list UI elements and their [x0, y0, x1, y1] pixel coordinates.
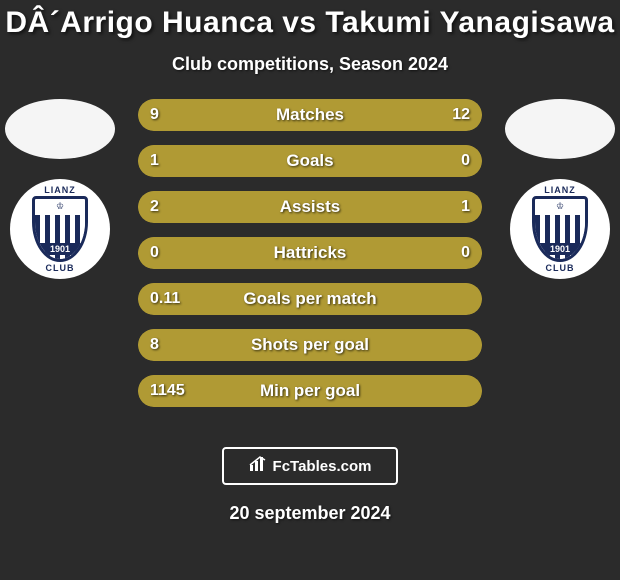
stat-row: Matches912: [138, 99, 482, 131]
stat-fill-left: [138, 191, 365, 223]
stat-row: Goals per match0.11: [138, 283, 482, 315]
stat-fill-left: [138, 375, 482, 407]
player-left-club-badge: LIANZ ♔ 1901 CLUB: [10, 179, 110, 279]
club-ring-bottom: CLUB: [546, 263, 575, 273]
chart-icon: [249, 456, 267, 476]
club-year: 1901: [35, 243, 85, 255]
player-right-column: LIANZ ♔ 1901 CLUB: [500, 99, 620, 279]
stat-row: Hattricks00: [138, 237, 482, 269]
club-year: 1901: [535, 243, 585, 255]
stat-row: Shots per goal8: [138, 329, 482, 361]
player-right-avatar: [505, 99, 615, 159]
stat-row: Goals10: [138, 145, 482, 177]
brand-text: FcTables.com: [273, 458, 372, 475]
brand-badge: FcTables.com: [222, 447, 398, 485]
stat-fill-left: [138, 237, 310, 269]
player-left-avatar: [5, 99, 115, 159]
stat-fill-left: [138, 329, 482, 361]
stat-fill-left: [138, 145, 406, 177]
stat-fill-right: [276, 99, 482, 131]
stat-fill-right: [406, 145, 482, 177]
footer-date: 20 september 2024: [0, 503, 620, 524]
club-ring-top: LIANZ: [44, 185, 76, 195]
club-shield: ♔ 1901: [32, 196, 88, 262]
player-right-club-badge: LIANZ ♔ 1901 CLUB: [510, 179, 610, 279]
content-area: LIANZ ♔ 1901 CLUB LIANZ ♔ 1901 CLUB: [0, 99, 620, 429]
stat-row: Min per goal1145: [138, 375, 482, 407]
stat-fill-left: [138, 99, 276, 131]
comparison-infographic: DÂ´Arrigo Huanca vs Takumi Yanagisawa Cl…: [0, 0, 620, 580]
player-left-column: LIANZ ♔ 1901 CLUB: [0, 99, 120, 279]
page-title: DÂ´Arrigo Huanca vs Takumi Yanagisawa: [0, 0, 620, 40]
club-ring-bottom: CLUB: [46, 263, 75, 273]
club-ring-top: LIANZ: [544, 185, 576, 195]
club-shield: ♔ 1901: [532, 196, 588, 262]
stat-row: Assists21: [138, 191, 482, 223]
stat-fill-right: [310, 237, 482, 269]
stat-fill-left: [138, 283, 482, 315]
crown-icon: ♔: [56, 201, 64, 212]
stat-bars: Matches912 Goals10 Assists21 Hattricks00 Goa…: [138, 99, 482, 407]
subtitle: Club competitions, Season 2024: [0, 54, 620, 75]
crown-icon: ♔: [556, 201, 564, 212]
stat-fill-right: [365, 191, 482, 223]
